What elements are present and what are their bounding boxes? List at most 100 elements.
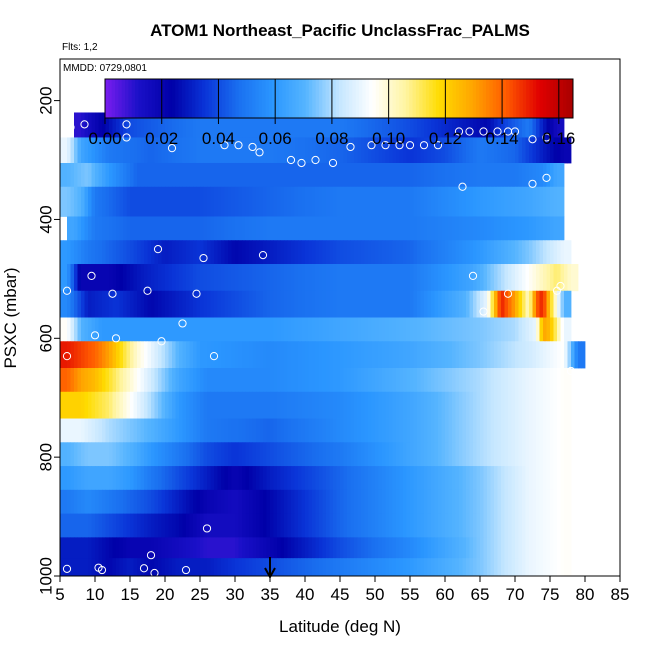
- colorbar-segment: [432, 79, 437, 118]
- heatmap-cell: [385, 466, 390, 491]
- heatmap-cell: [529, 317, 533, 342]
- heatmap-cell: [385, 368, 390, 393]
- colorbar-segment: [171, 79, 176, 118]
- heatmap-cell: [224, 558, 229, 577]
- heatmap-cell: [140, 317, 145, 342]
- heatmap-cell: [515, 216, 519, 241]
- heatmap-cell: [567, 442, 572, 467]
- heatmap-cell: [301, 317, 306, 342]
- heatmap-cell: [112, 290, 117, 318]
- heatmap-cell: [270, 391, 274, 419]
- heatmap-cell: [144, 162, 148, 188]
- heatmap-cell: [392, 418, 397, 443]
- heatmap-cell: [77, 391, 82, 419]
- heatmap-cell: [497, 391, 502, 419]
- x-tick-label: 60: [436, 585, 455, 604]
- heatmap-cell: [119, 317, 124, 342]
- heatmap-cell: [448, 368, 453, 393]
- colorbar-segment: [526, 79, 531, 118]
- x-tick-label: 15: [121, 585, 140, 604]
- heatmap-cell: [98, 418, 103, 443]
- heatmap-cell: [518, 137, 523, 164]
- heatmap-cell: [112, 558, 117, 577]
- heatmap-cell: [417, 489, 421, 515]
- heatmap-cell: [522, 537, 526, 559]
- heatmap-cell: [476, 216, 481, 241]
- colorbar-segment: [225, 79, 230, 118]
- colorbar-segment: [499, 79, 504, 118]
- heatmap-cell: [413, 162, 418, 188]
- heatmap-cell: [452, 466, 456, 491]
- heatmap-cell: [228, 341, 232, 369]
- heatmap-cell: [291, 264, 295, 292]
- heatmap-cell: [532, 558, 537, 577]
- heatmap-cell: [469, 290, 474, 318]
- heatmap-cell: [396, 186, 400, 217]
- heatmap-cell: [406, 418, 411, 443]
- heatmap-cell: [102, 216, 106, 241]
- heatmap-cell: [91, 186, 96, 217]
- heatmap-cell: [536, 290, 540, 318]
- heatmap-cell: [84, 264, 89, 292]
- heatmap-cell: [123, 489, 127, 515]
- heatmap-cell: [329, 264, 334, 292]
- heatmap-cell: [231, 264, 236, 292]
- heatmap-cell: [245, 264, 250, 292]
- heatmap-cell: [221, 112, 225, 138]
- heatmap-cell: [529, 391, 533, 419]
- heatmap-cell: [119, 466, 124, 491]
- colorbar-segment: [395, 79, 400, 118]
- heatmap-cell: [308, 513, 313, 538]
- heatmap-cell: [378, 290, 383, 318]
- heatmap-cell: [364, 368, 369, 393]
- heatmap-cell: [378, 442, 383, 467]
- heatmap-cell: [536, 489, 540, 515]
- heatmap-cell: [231, 466, 236, 491]
- heatmap-cell: [546, 489, 551, 515]
- heatmap-cell: [77, 290, 82, 318]
- heatmap-cell: [119, 186, 124, 217]
- heatmap-cell: [277, 466, 281, 491]
- heatmap-cell: [294, 264, 299, 292]
- colorbar-segment: [115, 79, 119, 118]
- heatmap-cell: [280, 112, 285, 138]
- heatmap-cell: [490, 489, 495, 515]
- heatmap-cell: [406, 391, 411, 419]
- heatmap-cell: [350, 240, 355, 265]
- heatmap-cell: [343, 240, 348, 265]
- heatmap-cell: [333, 137, 337, 164]
- heatmap-cell: [116, 489, 120, 515]
- heatmap-cell: [126, 513, 131, 538]
- heatmap-cell: [266, 489, 271, 515]
- colorbar-segment: [141, 79, 146, 118]
- heatmap-cell: [242, 391, 246, 419]
- heatmap-cell: [77, 558, 82, 577]
- heatmap-cell: [182, 216, 187, 241]
- heatmap-cell: [392, 341, 397, 369]
- heatmap-cell: [168, 341, 173, 369]
- colorbar-segment: [546, 79, 551, 118]
- heatmap-cell: [378, 264, 383, 292]
- heatmap-cell: [151, 264, 155, 292]
- heatmap-cell: [396, 368, 400, 393]
- heatmap-cell: [319, 513, 323, 538]
- heatmap-cell: [224, 466, 229, 491]
- heatmap-cell: [98, 216, 103, 241]
- heatmap-cell: [221, 264, 225, 292]
- heatmap-cell: [539, 368, 544, 393]
- heatmap-cell: [77, 317, 82, 342]
- heatmap-cell: [207, 290, 211, 318]
- heatmap-cell: [487, 442, 491, 467]
- heatmap-cell: [399, 418, 404, 443]
- heatmap-cell: [441, 418, 446, 443]
- heatmap-cell: [179, 537, 183, 559]
- heatmap-cell: [476, 264, 481, 292]
- heatmap-cell: [553, 186, 558, 217]
- heatmap-cell: [434, 513, 439, 538]
- heatmap-cell: [175, 290, 180, 318]
- heatmap-cell: [158, 264, 162, 292]
- heatmap-cell: [445, 341, 449, 369]
- heatmap-cell: [154, 466, 159, 491]
- heatmap-cell: [88, 489, 92, 515]
- heatmap-cell: [126, 341, 131, 369]
